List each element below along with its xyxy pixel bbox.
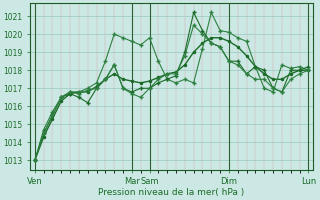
X-axis label: Pression niveau de la mer( hPa ): Pression niveau de la mer( hPa ) <box>99 188 245 197</box>
